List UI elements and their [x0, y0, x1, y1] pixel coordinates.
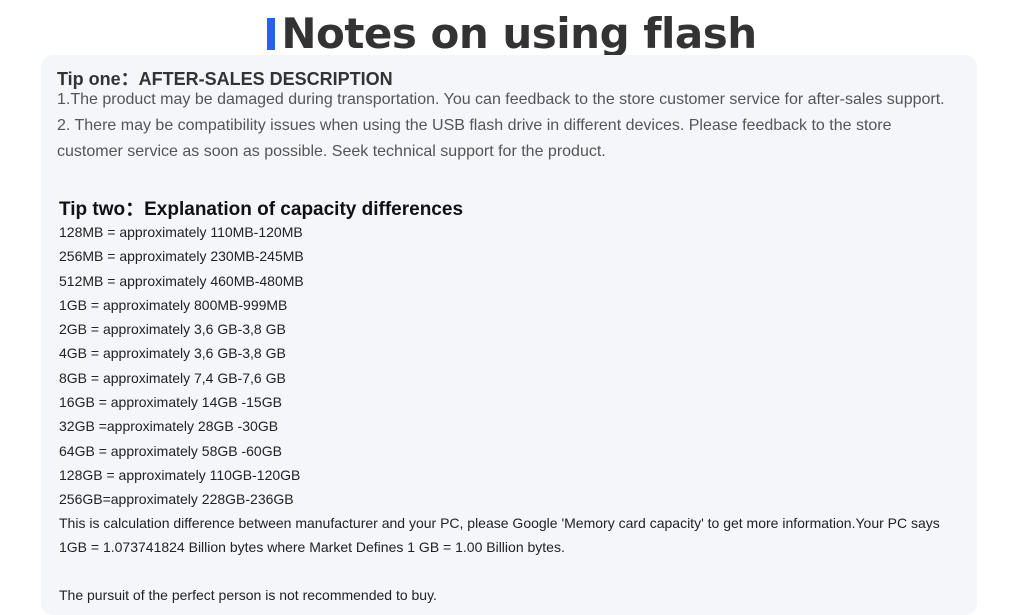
capacity-notes: This is calculation difference between m…	[59, 511, 969, 607]
note-line: This is calculation difference between m…	[59, 515, 940, 531]
title-accent-bar	[267, 18, 276, 50]
capacity-list: 128MB = approximately 110MB-120MB 256MB …	[59, 220, 304, 512]
page-title: Notes on using flash	[0, 8, 1024, 60]
tip-two-heading: Tip two：Explanation of capacity differen…	[59, 199, 464, 220]
notes-panel: Tip one：AFTER-SALES DESCRIPTION 1.The pr…	[41, 55, 977, 615]
list-item: 128MB = approximately 110MB-120MB	[59, 224, 303, 240]
tip-one-paragraph: 1.The product may be damaged during tran…	[57, 91, 945, 108]
list-item: 256MB = approximately 230MB-245MB	[59, 248, 304, 265]
note-line: 1GB = 1.073741824 Billion bytes where Ma…	[59, 539, 565, 555]
list-item: 8GB = approximately 7,4 GB-7,6 GB	[59, 369, 286, 386]
title-text: Notes on using flash	[281, 9, 757, 58]
note-line: The pursuit of the perfect person is not…	[59, 587, 437, 603]
list-item: 256GB=approximately 228GB-236GB	[59, 491, 294, 508]
list-item: 512MB = approximately 460MB-480MB	[59, 272, 304, 289]
list-item: 128GB = approximately 110GB-120GB	[59, 466, 301, 483]
tip-one-heading: Tip one：AFTER-SALES DESCRIPTION	[57, 69, 393, 89]
list-item: 4GB = approximately 3,6 GB-3,8 GB	[59, 345, 286, 362]
list-item: 1GB = approximately 800MB-999MB	[59, 296, 288, 313]
list-item: 32GB =approximately 28GB -30GB	[59, 418, 279, 435]
list-item: 2GB = approximately 3,6 GB-3,8 GB	[59, 321, 286, 338]
list-item: 64GB = approximately 58GB -60GB	[59, 442, 282, 459]
tip-one-body: 1.The product may be damaged during tran…	[57, 87, 957, 165]
tip-one-paragraph: 2. There may be compatibility issues whe…	[57, 117, 892, 160]
list-item: 16GB = approximately 14GB -15GB	[59, 394, 282, 411]
